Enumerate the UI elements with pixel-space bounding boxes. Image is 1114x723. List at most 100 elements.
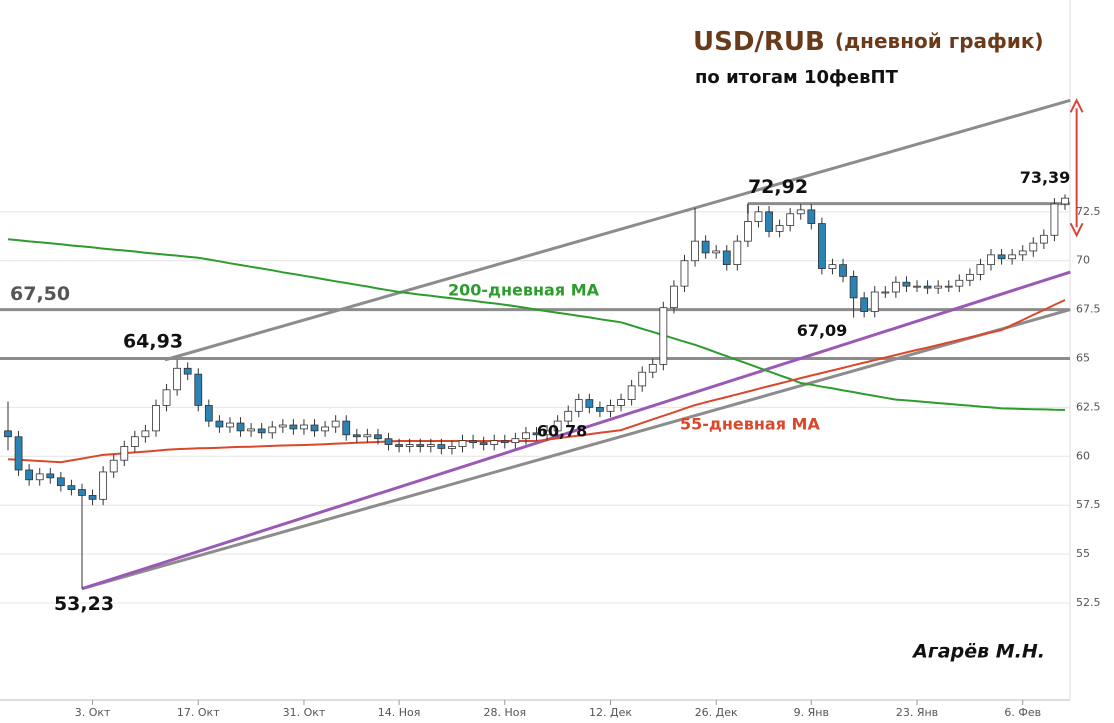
candle-body — [289, 424, 298, 430]
candle-body — [310, 424, 319, 432]
candle-body — [680, 260, 689, 287]
y-tick-label: 55 — [1076, 547, 1090, 560]
candle-body — [606, 405, 615, 412]
candle-body — [712, 250, 721, 254]
candle-body — [437, 444, 446, 449]
title-main: USD/RUB — [693, 27, 825, 57]
candle-body — [733, 240, 742, 266]
candle-body — [881, 291, 890, 294]
candle-body — [585, 399, 594, 408]
candle-body — [173, 367, 182, 391]
candle-body — [469, 440, 477, 444]
candle-body — [913, 285, 921, 288]
candle-body — [88, 495, 97, 500]
candle-body — [363, 434, 372, 438]
candle-body — [130, 436, 139, 447]
candles — [4, 194, 1069, 589]
candle-body — [342, 420, 351, 436]
y-tick-label: 52.5 — [1076, 596, 1101, 609]
x-tick-label: 17. Окт — [177, 706, 220, 719]
candle-body — [817, 223, 826, 269]
moving-averages — [7, 238, 1066, 464]
candle-body — [374, 434, 382, 440]
candle-body — [722, 250, 731, 266]
candle-body — [500, 440, 509, 444]
candle-body — [659, 307, 668, 365]
candle-body — [215, 420, 224, 428]
candle-body — [1050, 203, 1059, 236]
candle-body — [638, 371, 647, 387]
candle-body — [331, 420, 340, 428]
x-tick-label: 14. Ноя — [378, 706, 421, 719]
candle-body — [522, 432, 530, 440]
candle-body — [807, 209, 816, 224]
candle-body — [56, 477, 65, 487]
point-label: 60,78 — [537, 422, 588, 441]
candle-body — [965, 274, 974, 281]
candle-body — [78, 489, 86, 496]
chart-subtitle: по итогам 10февПТ — [695, 67, 899, 88]
moving-average-line — [7, 299, 1066, 464]
author: Агарёв М.Н. — [911, 641, 1045, 663]
candle-body — [4, 430, 12, 438]
candle-body — [14, 436, 23, 471]
candle-body — [490, 440, 499, 445]
candle-body — [617, 399, 625, 406]
candle-body — [194, 373, 203, 406]
x-tick-label: 9. Янв — [794, 706, 829, 719]
candle-body — [849, 275, 858, 299]
chart-title: USD/RUB (дневной график) — [693, 27, 1044, 57]
point-label: 67,09 — [797, 321, 848, 340]
candle-body — [944, 285, 953, 288]
point-label: 72,92 — [748, 176, 808, 198]
candle-body — [976, 264, 985, 275]
candle-body — [1061, 197, 1069, 205]
trend-line — [81, 308, 1071, 591]
moving-average-label: 200-дневная MA — [448, 281, 600, 300]
candle-body — [1018, 250, 1027, 256]
candle-body — [257, 428, 266, 434]
candle-body — [67, 485, 76, 490]
candle-body — [120, 446, 129, 461]
candle-body — [162, 389, 171, 406]
point-label: 53,23 — [54, 593, 114, 615]
candle-body — [765, 211, 773, 232]
candle-body — [775, 225, 784, 232]
candle-body — [796, 209, 805, 215]
x-tick-label: 31. Окт — [283, 706, 326, 719]
arrow-head — [1069, 98, 1084, 113]
candle-body — [236, 422, 245, 432]
candle-body — [955, 279, 964, 287]
candle-body — [701, 240, 710, 254]
x-tick-label: 3. Окт — [75, 706, 111, 719]
arrow-head — [1069, 222, 1084, 238]
candle-body — [648, 363, 657, 373]
moving-average-line — [7, 238, 1066, 411]
candle-body — [923, 285, 932, 289]
candle-body — [574, 399, 583, 412]
candle-body — [25, 469, 34, 481]
candle-body — [860, 297, 869, 312]
candle-body — [46, 473, 55, 479]
candle-body — [511, 438, 520, 444]
candle-body — [384, 438, 393, 445]
candle-body — [691, 240, 699, 262]
candle-body — [448, 446, 456, 449]
candle-body — [278, 424, 287, 428]
candle-body — [627, 385, 636, 400]
y-tick-label: 65 — [1076, 352, 1090, 365]
trend-line — [81, 270, 1071, 591]
candle-body — [543, 430, 551, 436]
candle-body — [405, 444, 414, 447]
candle-body — [152, 405, 160, 432]
candle-body — [321, 426, 330, 432]
candle-body — [416, 444, 425, 447]
candle-body — [300, 424, 308, 430]
candle-body — [596, 407, 604, 412]
candle-body — [1029, 242, 1038, 252]
x-tick-label: 12. Дек — [589, 706, 632, 719]
trend-line — [164, 98, 1071, 362]
labels: 52.5 55 57.5 60 62.5 65 67.5 70 72.5 3. Окт 17. Ок… — [10, 168, 1101, 719]
